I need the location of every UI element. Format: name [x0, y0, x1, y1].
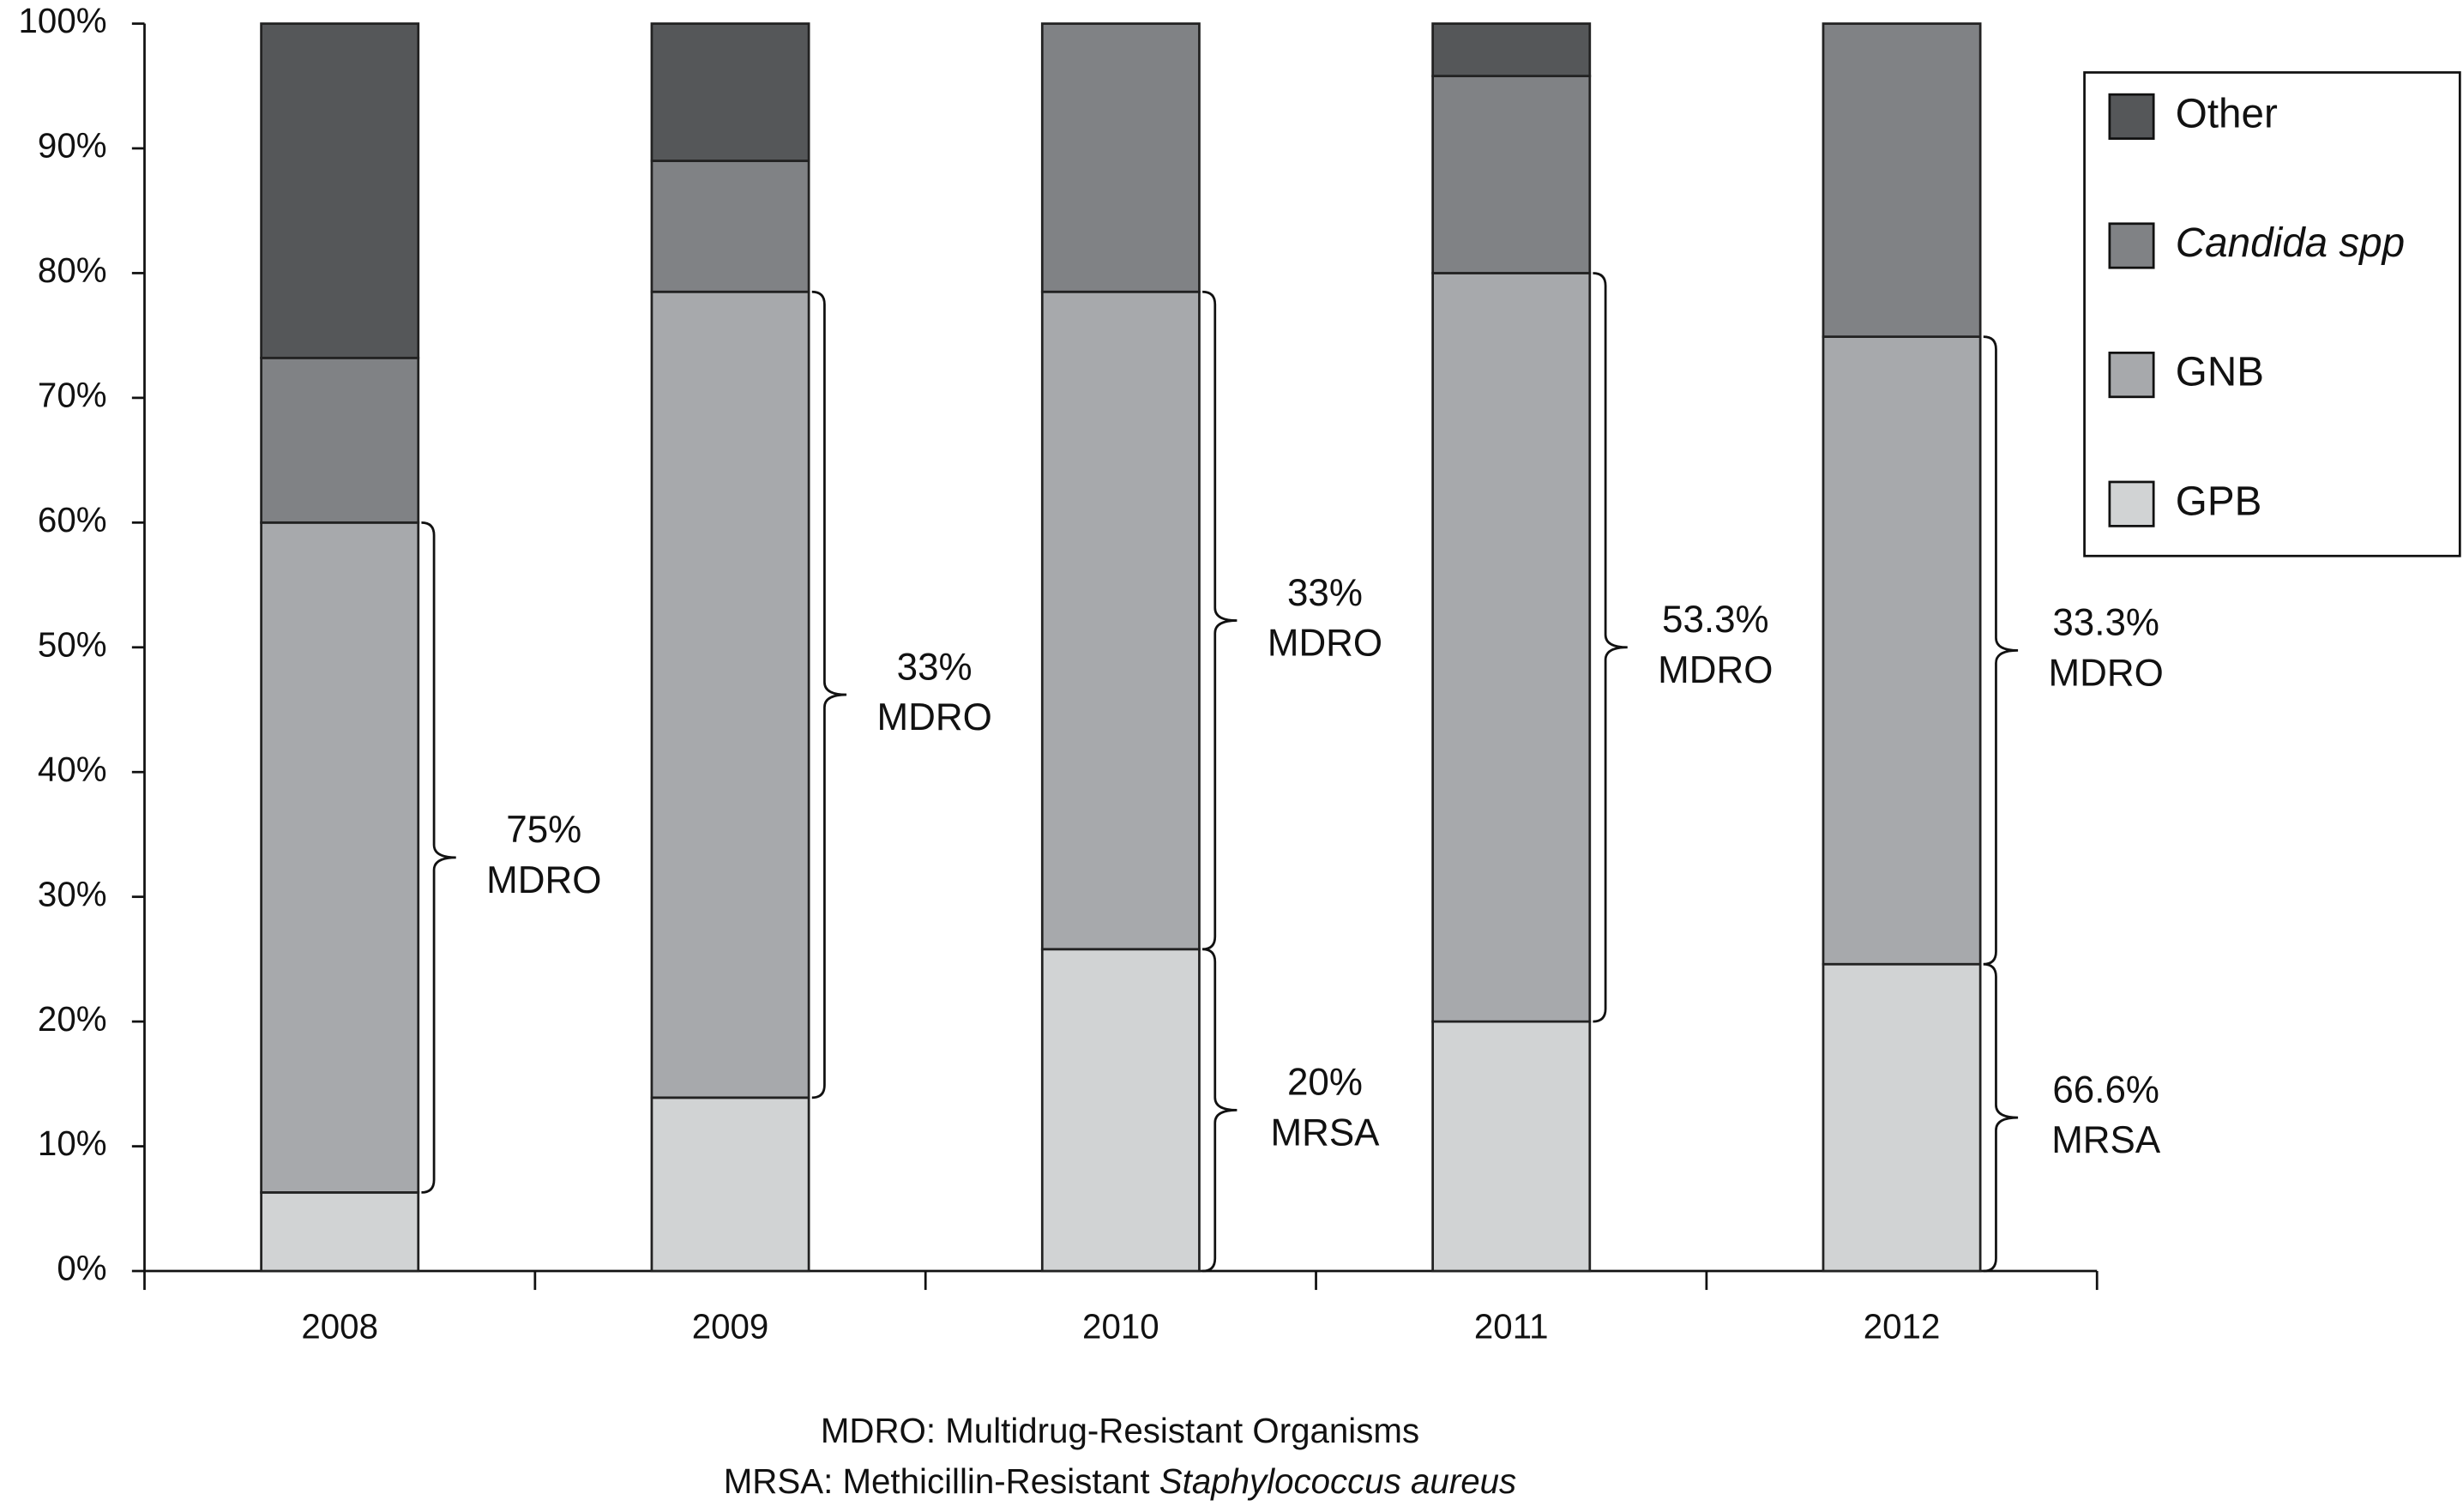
bar-segment	[650, 22, 810, 162]
bar-segment	[1822, 22, 1982, 338]
x-tick-label: 2008	[301, 1307, 378, 1346]
y-tick-label: 80%	[38, 250, 107, 290]
bar-segment	[650, 290, 810, 1099]
y-tick-label: 30%	[38, 874, 107, 913]
bar-segment	[1431, 272, 1592, 1023]
brace	[811, 290, 847, 1099]
bar-segment	[260, 521, 420, 1194]
annotation: 33.3%	[2052, 602, 2159, 644]
annotation: 53.3%	[1662, 599, 1769, 641]
legend-swatch	[2108, 480, 2155, 527]
footnote: MDRO: Multidrug-Resistant Organisms	[821, 1411, 1419, 1450]
legend-label: Candida spp	[2176, 220, 2405, 266]
bar-segment	[1431, 22, 1592, 78]
footnote-part: Staphylococcus aureus	[1159, 1461, 1516, 1501]
legend: Other Candida spp GNB GPB	[2083, 71, 2461, 557]
bar-segment	[1040, 22, 1201, 293]
annotation: 66.6%	[2052, 1069, 2159, 1111]
footnote-part: MDRO: Multidrug-Resistant Organisms	[821, 1411, 1419, 1450]
brace	[421, 521, 456, 1194]
legend-label: GPB	[2176, 479, 2262, 524]
brace	[1593, 272, 1628, 1023]
bar-segment	[650, 1096, 810, 1273]
brace	[1983, 962, 2019, 1273]
y-tick-label: 0%	[57, 1249, 106, 1288]
bar-segment	[1431, 1020, 1592, 1273]
legend-label: GNB	[2176, 350, 2264, 395]
brace	[1202, 948, 1238, 1273]
annotation: MRSA	[1271, 1111, 1381, 1154]
annotation: MDRO	[1658, 649, 1773, 691]
y-tick-label: 90%	[38, 126, 107, 166]
annotation: MDRO	[2049, 652, 2164, 694]
brace	[1983, 335, 2019, 966]
annotation: 20%	[1287, 1062, 1363, 1104]
bar-segment	[1040, 290, 1201, 951]
bar-segment	[260, 1191, 420, 1273]
bar-segment	[650, 160, 810, 293]
footnote-part: MRSA: Methicillin-Resistant	[724, 1461, 1159, 1501]
y-tick-label: 10%	[38, 1123, 107, 1163]
bar-segment	[1040, 948, 1201, 1273]
annotation: MDRO	[877, 696, 992, 738]
brace	[1202, 290, 1238, 951]
legend-swatch	[2108, 351, 2155, 399]
x-tick-label: 2011	[1474, 1307, 1549, 1346]
legend-swatch	[2108, 93, 2155, 140]
x-tick-label: 2012	[1864, 1307, 1941, 1346]
x-tick-label: 2010	[1082, 1307, 1159, 1346]
y-tick-label: 40%	[38, 750, 107, 789]
annotation: 75%	[506, 809, 581, 851]
x-tick-label: 2009	[692, 1307, 769, 1346]
bar-segment	[1431, 75, 1592, 274]
bar-segment	[260, 22, 420, 359]
annotation: 33%	[897, 646, 973, 688]
annotation: MDRO	[1268, 622, 1382, 664]
annotation: MRSA	[2051, 1119, 2161, 1161]
y-tick-label: 20%	[38, 999, 107, 1039]
y-tick-label: 60%	[38, 500, 107, 539]
bar-segment	[1822, 962, 1982, 1273]
annotation: MDRO	[486, 859, 601, 901]
annotation: 33%	[1287, 572, 1363, 614]
footnote: MRSA: Methicillin-Resistant Staphylococc…	[724, 1461, 1516, 1501]
legend-box	[2083, 71, 2461, 557]
y-tick-label: 100%	[19, 1, 107, 40]
y-tick-label: 50%	[38, 624, 107, 664]
bar-segment	[260, 356, 420, 524]
y-tick-label: 70%	[38, 376, 107, 415]
bar-segment	[1822, 335, 1982, 966]
legend-swatch	[2108, 222, 2155, 269]
legend-label: Other	[2176, 91, 2278, 136]
